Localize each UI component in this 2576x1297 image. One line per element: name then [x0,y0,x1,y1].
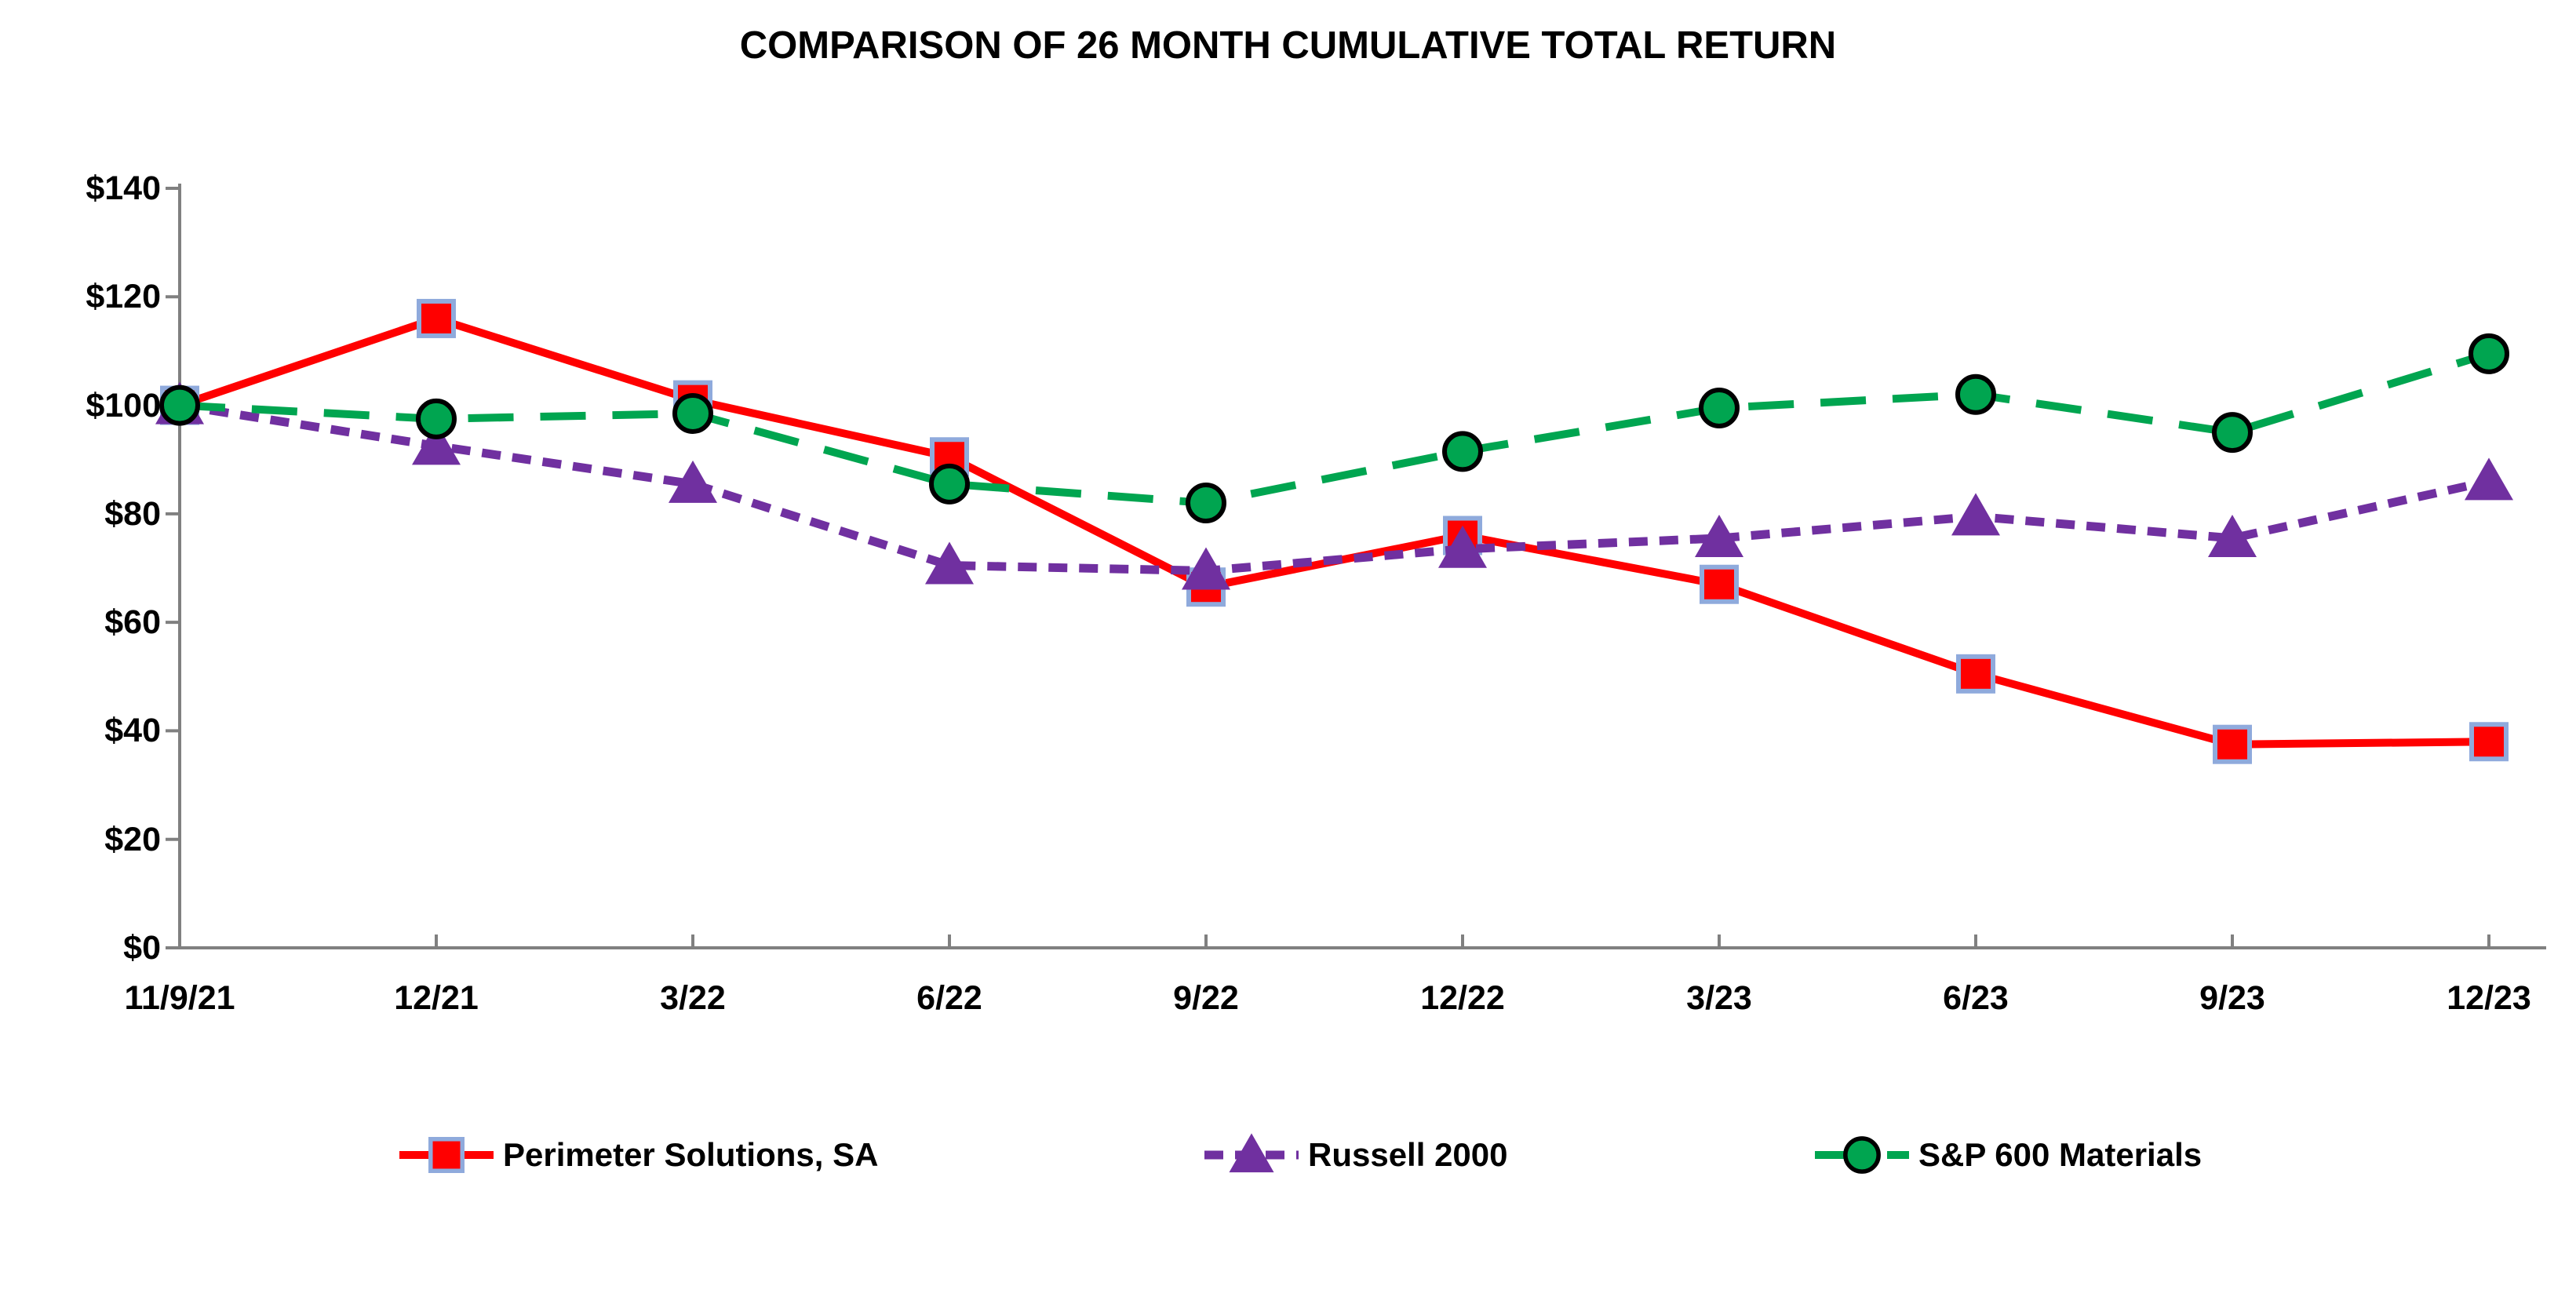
legend-marker-russell-2000 [1204,1133,1299,1173]
x-tick-label: 6/22 [916,979,982,1017]
circle-marker [929,463,970,505]
y-tick-label: $140 [86,169,161,207]
square-marker [2469,722,2509,762]
square-marker [1700,564,1739,604]
square-marker [2213,724,2252,764]
square-marker [417,298,456,338]
square-marker [1956,654,1995,694]
triangle-marker [1229,1133,1274,1173]
legend-marker-sp600-materials [1815,1136,1909,1174]
circle-marker [672,392,713,434]
chart-title: COMPARISON OF 26 MONTH CUMULATIVE TOTAL … [739,24,1837,67]
legend-label-perimeter: Perimeter Solutions, SA [503,1136,879,1173]
circle-marker [1955,373,1996,415]
triangle-marker [1182,547,1230,590]
x-tick-label: 3/23 [1686,979,1752,1017]
series-1 [155,381,2513,590]
circle-marker [2469,333,2509,374]
triangle-marker [412,422,461,465]
triangle-marker [1951,493,2000,536]
y-tick-label: $60 [104,603,161,642]
x-tick-label: 12/22 [1420,979,1505,1017]
x-tick-label: 9/22 [1173,979,1239,1017]
square-marker [428,1137,465,1173]
triangle-marker [2465,457,2513,501]
y-tick-label: $80 [104,494,161,533]
triangle-marker [925,541,974,585]
y-tick-label: $100 [86,386,161,424]
circle-marker [159,384,200,426]
x-tick-label: 12/23 [2447,979,2531,1017]
legend-item-sp600-materials: S&P 600 Materials [1813,1130,2202,1180]
triangle-marker [669,460,717,503]
series-line [179,350,2490,508]
triangle-marker [1438,525,1487,568]
x-tick-label: 6/23 [1943,979,2009,1017]
legend-label-sp600-materials: S&P 600 Materials [1918,1136,2203,1173]
circle-marker [1843,1136,1881,1174]
y-tick-label: $120 [86,278,161,316]
series-line [179,401,2490,575]
circle-marker [2212,412,2253,454]
legend-item-russell-2000: Russell 2000 [1203,1130,1508,1180]
legend: Perimeter Solutions, SA Russell 2000 S&P… [0,1130,2576,1185]
y-tick-label: $40 [104,712,161,750]
series-line [178,314,2490,749]
legend-label-russell-2000: Russell 2000 [1308,1136,1508,1173]
x-tick-label: 11/9/21 [124,979,235,1017]
y-tick-label: $20 [104,820,161,858]
series-2 [159,333,2509,524]
circle-marker [416,398,457,439]
circle-marker [1699,388,1740,429]
x-tick-label: 12/21 [394,979,479,1017]
y-tick-label: $0 [123,929,161,967]
triangle-marker [2208,514,2257,557]
x-tick-label: 3/22 [660,979,726,1017]
x-tick-label: 9/23 [2199,979,2265,1017]
legend-marker-perimeter [399,1137,494,1173]
triangle-marker [1695,514,1743,557]
circle-marker [1186,483,1226,524]
legend-item-perimeter: Perimeter Solutions, SA [398,1130,878,1180]
circle-marker [1442,431,1483,472]
